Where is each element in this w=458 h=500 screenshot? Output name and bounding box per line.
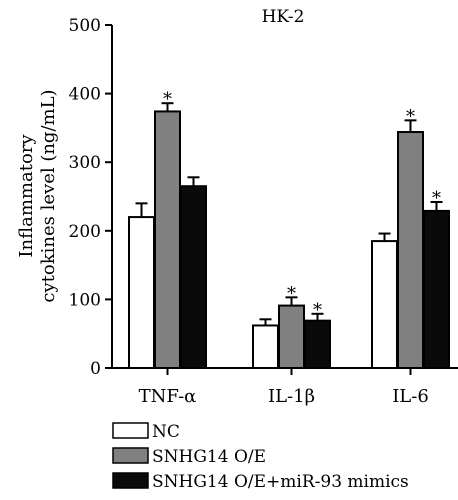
y-tick-label: 400 (69, 85, 101, 105)
bar (278, 304, 305, 370)
y-axis-label-line: cytokines level (ng/mL) (38, 89, 59, 302)
legend-swatch (112, 422, 149, 439)
legend-label: NC (152, 422, 180, 442)
bar (397, 131, 424, 369)
bar (128, 216, 155, 369)
chart-title: HK-2 (262, 7, 305, 27)
y-tick-label: 500 (69, 16, 101, 36)
legend-swatch (112, 447, 149, 464)
bars (128, 102, 450, 370)
bar (154, 110, 181, 369)
legend: NC SNHG14 O/E SNHG14 O/E+miR-93 mimics (112, 422, 409, 492)
bar (423, 209, 450, 369)
y-tick-label: 200 (69, 222, 101, 242)
labels: 0 100 200 300 400 500 HK-2 Inflammatorycytokine… (16, 7, 441, 407)
significance-star: * (406, 106, 415, 127)
x-tick-label: IL-1β (268, 386, 315, 407)
bar (180, 185, 207, 369)
y-axis-label: Inflammatorycytokines level (ng/mL) (16, 89, 59, 302)
significance-star: * (163, 89, 172, 110)
y-tick-label: 100 (69, 290, 101, 310)
y-tick-label: 300 (69, 153, 101, 173)
x-tick-label: TNF-α (139, 386, 197, 407)
significance-star: * (313, 300, 322, 321)
y-tick-label: 0 (90, 359, 101, 379)
bar (252, 324, 279, 369)
y-axis-label-line: Inflammatory (16, 134, 37, 258)
legend-label: SNHG14 O/E (152, 447, 266, 467)
significance-star: * (287, 283, 296, 304)
significance-star: * (432, 188, 441, 209)
bar (304, 319, 331, 369)
x-tick-label: IL-6 (392, 386, 429, 407)
bar (371, 240, 398, 369)
legend-swatch (112, 472, 149, 489)
legend-label: SNHG14 O/E+miR-93 mimics (152, 472, 409, 492)
